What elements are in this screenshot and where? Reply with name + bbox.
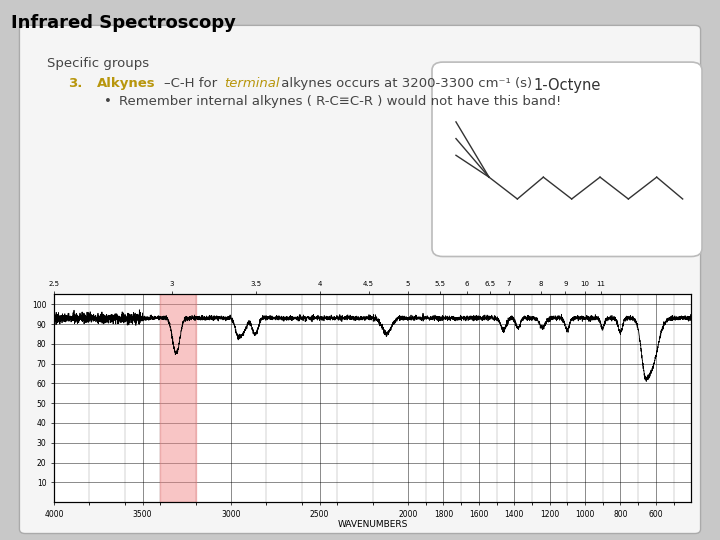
FancyBboxPatch shape [432,62,702,256]
Text: Infrared Spectroscopy: Infrared Spectroscopy [11,14,235,31]
Text: 3.: 3. [68,77,83,90]
Text: Specific groups: Specific groups [47,57,149,70]
FancyBboxPatch shape [19,25,701,534]
Bar [161,294,196,502]
Text: –C-H for: –C-H for [164,77,222,90]
X-axis label: WAVENUMBERS: WAVENUMBERS [338,520,408,529]
Text: terminal: terminal [225,77,280,90]
Text: Remember internal alkynes ( R-C≡C-R ) would not have this band!: Remember internal alkynes ( R-C≡C-R ) wo… [119,95,561,108]
Text: •: • [104,95,112,108]
Text: alkynes occurs at 3200-3300 cm⁻¹ (s): alkynes occurs at 3200-3300 cm⁻¹ (s) [277,77,532,90]
Text: Alkynes: Alkynes [97,77,156,90]
Text: 1-Octyne: 1-Octyne [534,78,601,93]
